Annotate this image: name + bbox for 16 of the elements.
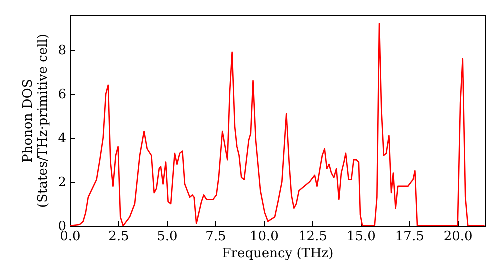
y-tick-label: 6 xyxy=(58,88,66,103)
y-axis-title: Phonon DOS (States/THz·primitive cell) xyxy=(21,34,52,208)
line-series xyxy=(70,23,485,226)
x-tick-label: 0.0 xyxy=(60,230,81,244)
x-tick-label: 2.5 xyxy=(108,230,130,244)
x-tick-label: 12.5 xyxy=(298,230,328,244)
x-tick-label: 20.0 xyxy=(444,230,473,244)
x-axis-title: Frequency (THz) xyxy=(222,246,334,262)
y-tick-label: 8 xyxy=(58,44,66,59)
y-tick-label: 2 xyxy=(58,176,66,191)
y-tick-label: 4 xyxy=(58,132,66,147)
x-tick-label: 7.5 xyxy=(206,230,226,244)
x-tick-label: 17.5 xyxy=(395,230,424,244)
x-tick-label: 15.0 xyxy=(346,230,376,244)
x-tick-label: 10.0 xyxy=(250,230,279,244)
x-tick-label: 5.0 xyxy=(157,230,178,244)
